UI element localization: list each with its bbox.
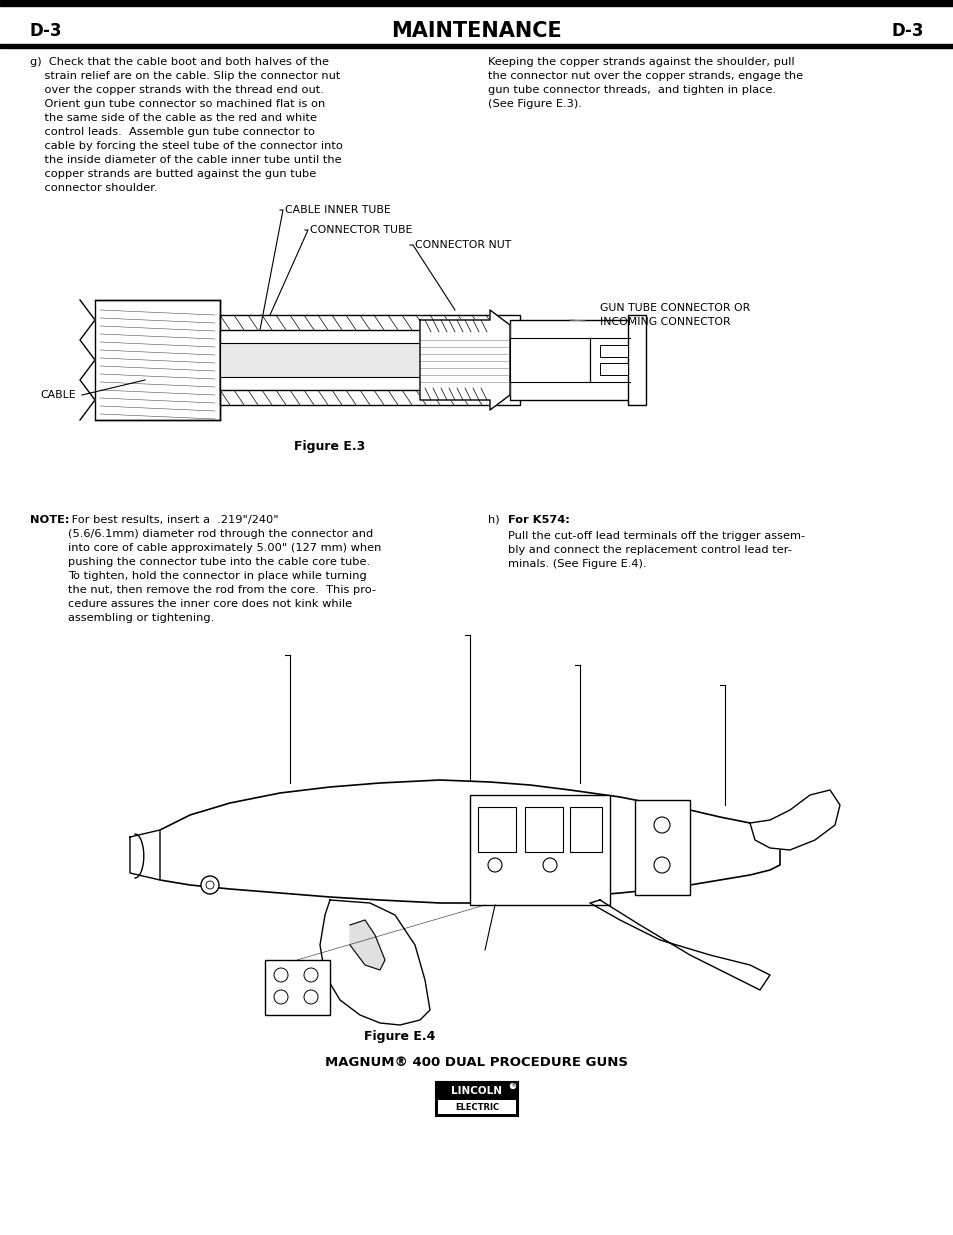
Bar [220, 330, 479, 390]
Circle shape [510, 1083, 515, 1088]
Polygon shape [319, 900, 430, 1025]
Text: Keeping the copper strands against the shoulder, pull
the connector nut over the: Keeping the copper strands against the s… [488, 57, 802, 109]
Text: D-3: D-3 [890, 22, 923, 40]
Text: GUN TUBE CONNECTOR OR
INCOMING CONNECTOR: GUN TUBE CONNECTOR OR INCOMING CONNECTOR [599, 304, 749, 326]
Text: MAINTENANCE: MAINTENANCE [392, 21, 561, 41]
Bar [437, 1100, 516, 1114]
Text: Figure E.3: Figure E.3 [294, 440, 365, 453]
Polygon shape [80, 300, 95, 420]
Text: D-3: D-3 [30, 22, 63, 40]
Text: h): h) [488, 515, 506, 525]
Bar [0, 0, 953, 6]
Bar [95, 300, 220, 420]
Circle shape [274, 990, 288, 1004]
Circle shape [304, 968, 317, 982]
Bar [599, 363, 627, 375]
Text: ®: ® [509, 1083, 516, 1088]
Bar [220, 343, 439, 377]
Circle shape [488, 858, 501, 872]
Polygon shape [130, 830, 160, 881]
Bar [265, 960, 330, 1015]
Bar [599, 345, 627, 357]
Bar [0, 44, 953, 48]
Bar [436, 1082, 517, 1116]
Circle shape [304, 990, 317, 1004]
Bar [477, 806, 516, 852]
Text: Figure E.4: Figure E.4 [364, 1030, 436, 1044]
Bar [510, 320, 629, 400]
Text: CONNECTOR TUBE: CONNECTOR TUBE [310, 225, 412, 235]
Circle shape [274, 968, 288, 982]
Bar [470, 795, 609, 905]
Text: CABLE: CABLE [40, 390, 75, 400]
Polygon shape [350, 920, 385, 969]
Text: For K574:: For K574: [507, 515, 569, 525]
Text: LINCOLN: LINCOLN [451, 1086, 502, 1095]
Text: CONNECTOR NUT: CONNECTOR NUT [415, 240, 511, 249]
Circle shape [206, 881, 213, 889]
Text: ELECTRIC: ELECTRIC [455, 1103, 498, 1112]
Bar [510, 338, 589, 382]
Text: NOTE:: NOTE: [30, 515, 70, 525]
Text: MAGNUM® 400 DUAL PROCEDURE GUNS: MAGNUM® 400 DUAL PROCEDURE GUNS [325, 1056, 628, 1070]
Text: Pull the cut-off lead terminals off the trigger assem-
bly and connect the repla: Pull the cut-off lead terminals off the … [507, 531, 804, 569]
Text: CABLE INNER TUBE: CABLE INNER TUBE [285, 205, 391, 215]
Circle shape [654, 818, 669, 832]
Polygon shape [749, 790, 840, 850]
Circle shape [201, 876, 219, 894]
Bar [569, 806, 601, 852]
Circle shape [654, 857, 669, 873]
Polygon shape [160, 781, 780, 903]
Polygon shape [589, 900, 769, 990]
Text: For best results, insert a  .219"/240"
(5.6/6.1mm) diameter rod through the conn: For best results, insert a .219"/240" (5… [68, 515, 381, 622]
Circle shape [542, 858, 557, 872]
Bar [220, 315, 519, 405]
Bar [524, 806, 562, 852]
Bar [627, 315, 645, 405]
Text: g)  Check that the cable boot and both halves of the
    strain relief are on th: g) Check that the cable boot and both ha… [30, 57, 342, 193]
Polygon shape [419, 310, 510, 410]
Bar [635, 800, 689, 895]
